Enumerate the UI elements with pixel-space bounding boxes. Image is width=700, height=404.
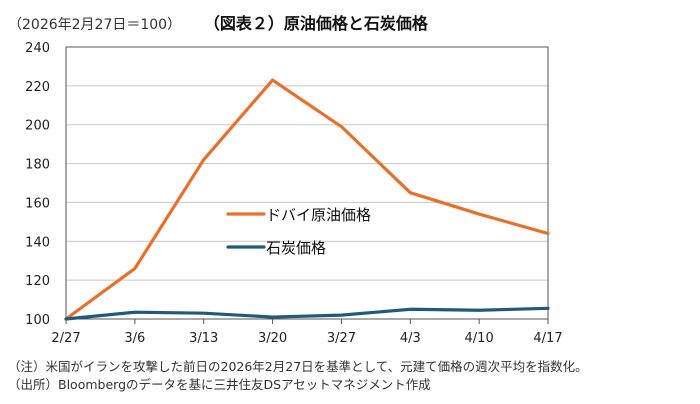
x-tick-label: 4/10 [465,331,494,346]
y-tick-label: 100 [25,313,50,328]
series-line-1 [64,78,550,321]
chart-header: （2026年2月27日＝100） （図表２）原油価格と石炭価格 [8,10,428,34]
x-tick-label: 3/6 [124,331,145,346]
x-tick-label: 3/13 [189,331,218,346]
y-tick-label: 120 [25,274,50,289]
line-chart: 100 120 140 160 180 200 220 240 2/27 3/6 3/13 3/20 3… [25,41,562,346]
note-line: （注）米国がイランを攻撃した前日の2026年2月27日を基準として、元建て価格の… [8,359,588,374]
plot-frame [65,46,549,320]
x-tick-label: 3/27 [327,331,356,346]
y-tick-label: 160 [25,196,50,211]
series-line-2 [64,306,550,321]
y-tick-label: 220 [25,80,50,95]
y-tick-label: 140 [25,235,50,250]
x-tick-label: 2/27 [51,331,80,346]
unit-label: （2026年2月27日＝100） [8,17,182,33]
y-tick-label: 180 [25,158,50,173]
x-tick-label: 4/3 [400,331,421,346]
footnotes: （注）米国がイランを攻撃した前日の2026年2月27日を基準として、元建て価格の… [8,358,588,394]
legend-label: ドバイ原油価格 [266,206,371,224]
y-tick-label: 240 [25,41,50,56]
chart-title: （図表２）原油価格と石炭価格 [203,14,428,33]
x-tick-label: 4/17 [533,331,562,346]
source-line: （出所）Bloombergのデータを基に三井住友DSアセットマネジメント作成 [8,377,431,392]
x-tick-label: 3/20 [258,331,287,346]
y-tick-label: 200 [25,119,50,134]
legend-label: 石炭価格 [266,239,326,257]
